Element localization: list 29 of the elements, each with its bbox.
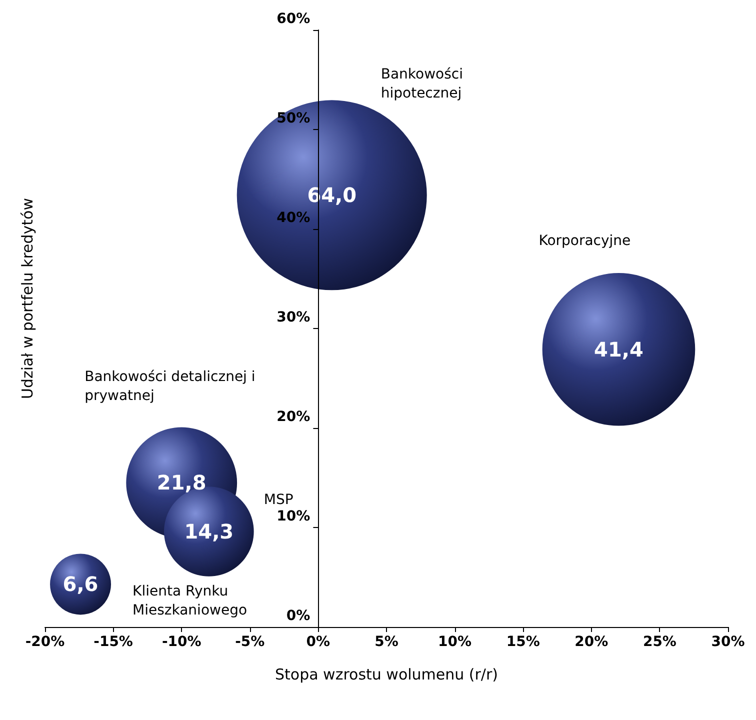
- x-tick-label: -5%: [235, 634, 265, 650]
- annotation: Bankowości detalicznej i prywatnej: [84, 369, 260, 404]
- y-tick-label: 10%: [276, 508, 310, 524]
- annotation: Klienta Rynku Mieszkaniowego: [132, 584, 248, 619]
- x-tick-label: 10%: [438, 634, 472, 650]
- x-axis-title: Stopa wzrostu wolumenu (r/r): [274, 666, 498, 684]
- data-label: 6,6: [62, 572, 98, 596]
- y-tick-label: 20%: [276, 409, 310, 425]
- y-axis-title: Udział w portfelu kredytów: [18, 198, 36, 399]
- x-tick-label: 0%: [306, 634, 330, 650]
- data-label: 41,4: [594, 337, 644, 362]
- data-label: 21,8: [156, 470, 206, 495]
- y-tick-label: 30%: [276, 310, 310, 326]
- x-tick-label: 5%: [374, 634, 398, 650]
- x-tick-label: 15%: [506, 634, 540, 650]
- y-tick-label: 60%: [276, 11, 310, 27]
- x-tick-label: 30%: [711, 634, 745, 650]
- x-tick-label: -10%: [162, 634, 202, 650]
- annotation: MSP: [264, 492, 294, 508]
- x-tick-label: 20%: [574, 634, 608, 650]
- y-tick-label: 0%: [286, 608, 310, 624]
- annotation: Korporacyjne: [538, 232, 631, 249]
- y-tick-label: 40%: [276, 210, 310, 226]
- y-tick-label: 50%: [276, 110, 310, 126]
- x-tick-label: -15%: [94, 634, 133, 650]
- x-tick-label: 25%: [642, 634, 676, 650]
- data-label: 14,3: [184, 519, 234, 544]
- x-tick-label: -20%: [25, 634, 65, 650]
- annotation: Bankowości hipotecznej: [380, 66, 468, 102]
